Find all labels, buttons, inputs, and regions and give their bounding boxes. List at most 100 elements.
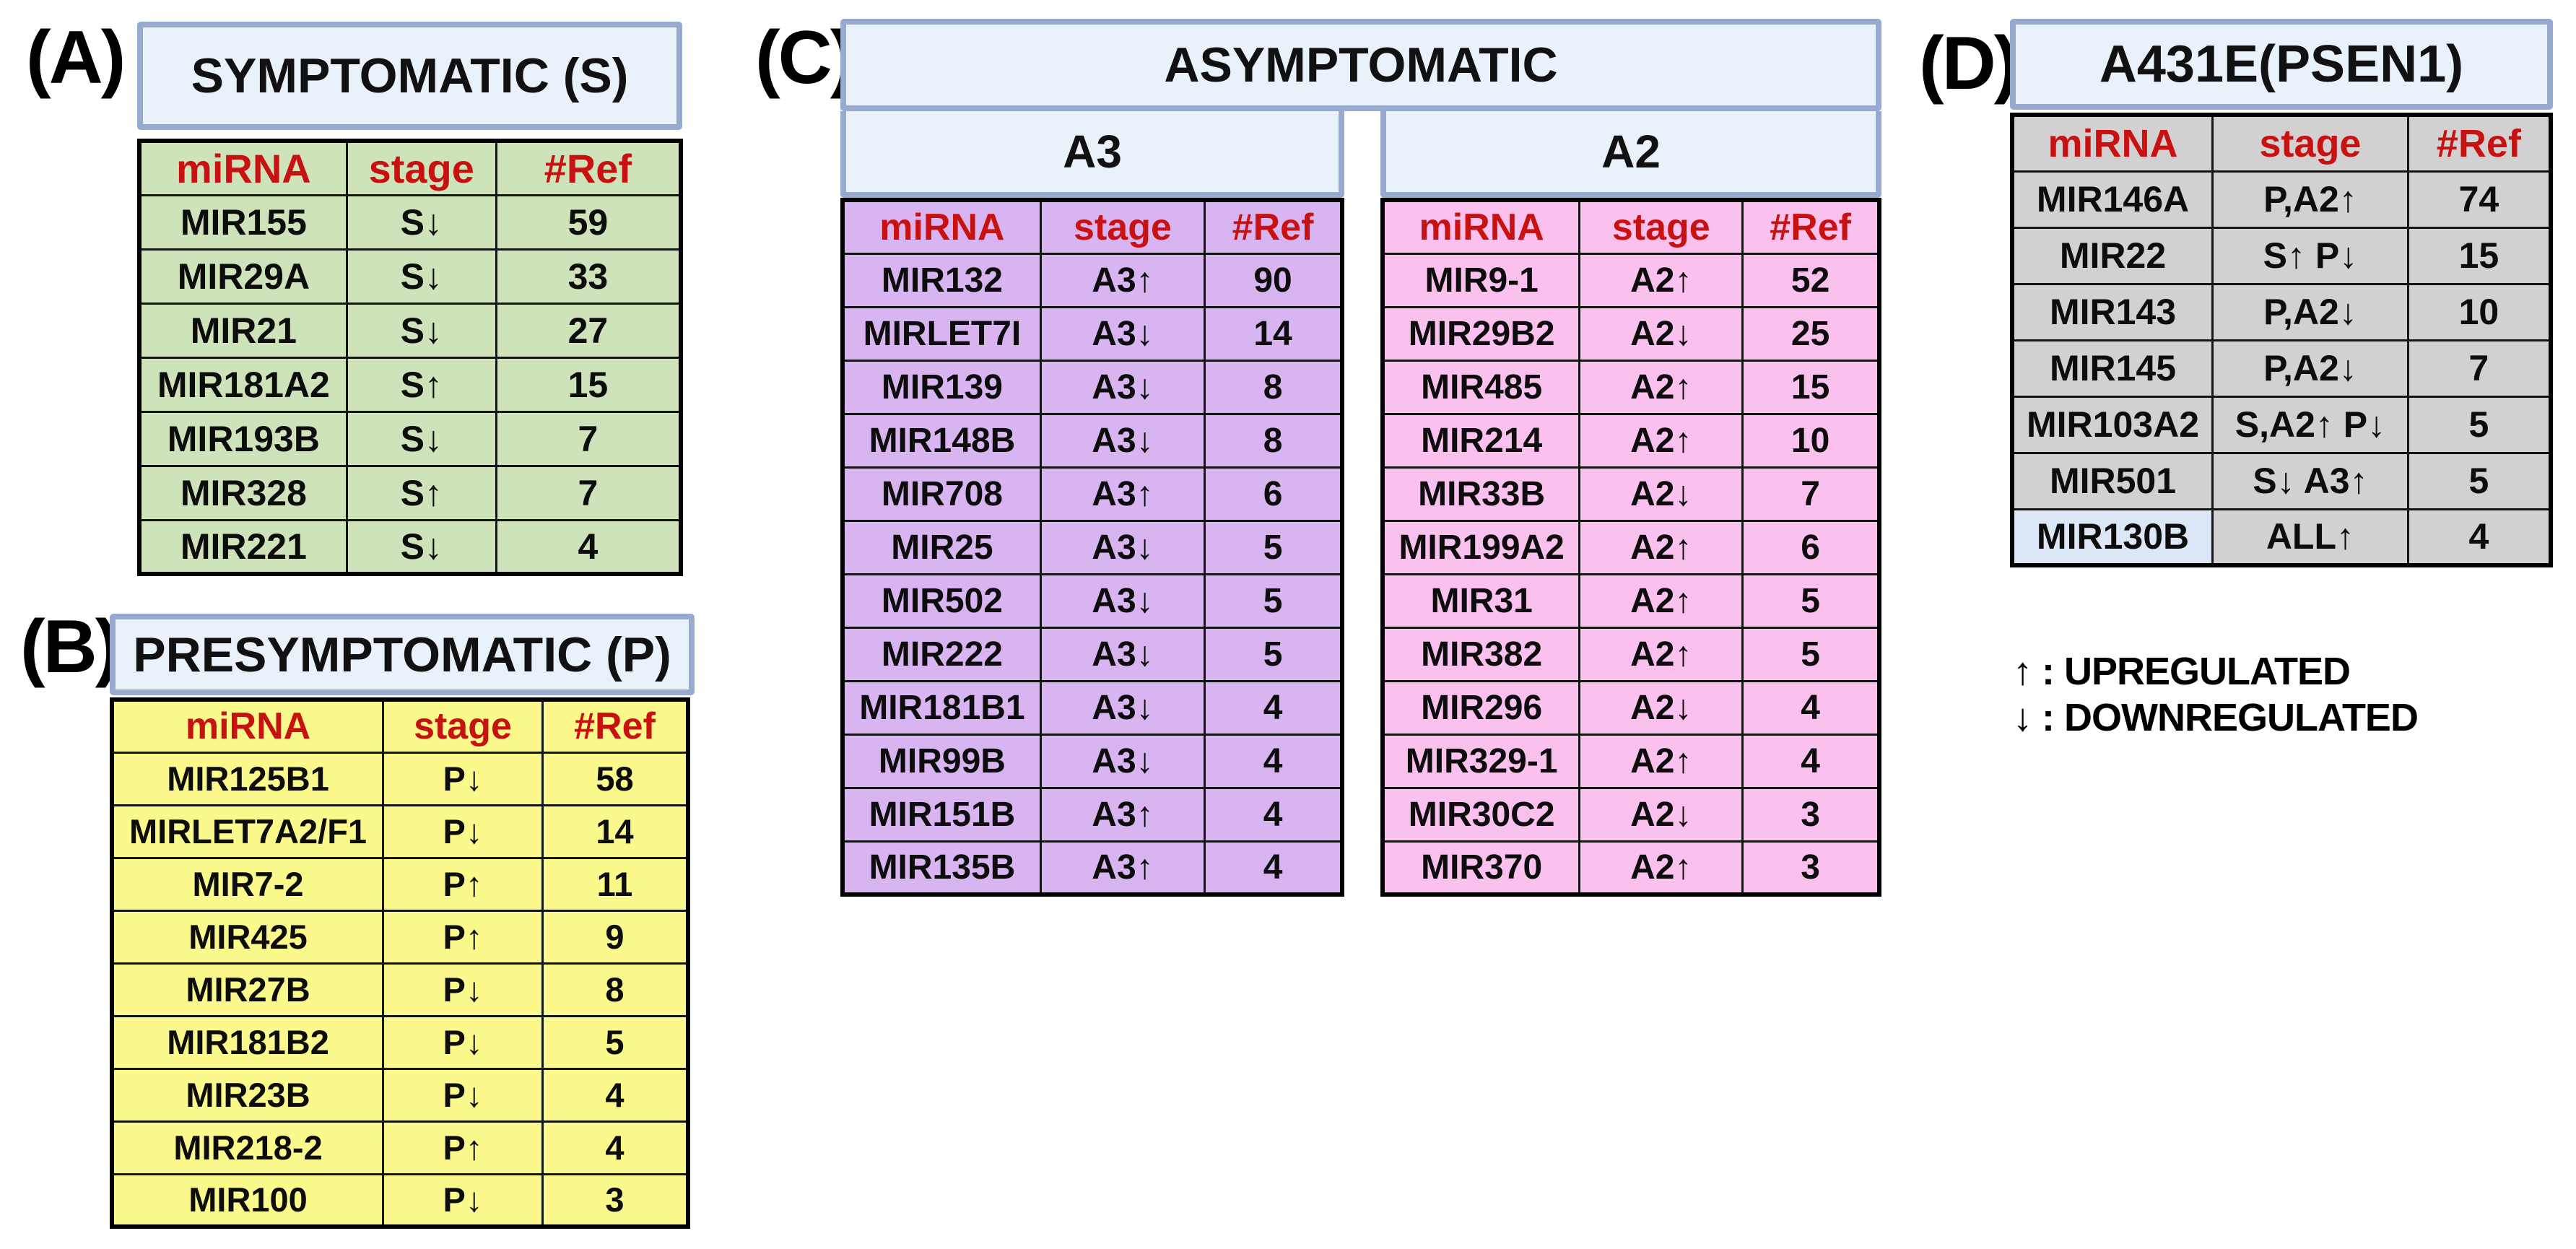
stage-cell: P↓ [382,1172,544,1228]
mirna-cell: MIR328 [138,464,348,521]
ref-cell: 5 [541,1014,689,1070]
a2-table: miRNA stage #Ref MIR9-1 A2↑ 52 MIR29B2 A2↓ 25 MIR… [1380,198,1881,897]
stage-cell: A2↑ [1578,573,1744,629]
mirna-cell: MIR132 [841,252,1042,308]
ref-cell: 4 [1204,733,1344,789]
ref-cell: 6 [1741,519,1881,575]
table-row: MIR145 P,A2↓ 7 [2011,339,2552,398]
stage-cell: S↓ [345,302,497,359]
column-header-ref: #Ref [1741,199,1881,255]
stage-cell: A2↑ [1578,412,1744,469]
table-row: MIR502 A3↓ 5 [841,573,1344,629]
table-head: miRNA stage #Ref [1381,199,1881,255]
ref-cell: 4 [541,1120,689,1175]
ref-cell: 4 [1204,840,1344,896]
stage-cell: A3↑ [1039,786,1206,843]
table-row: MIR125B1 P↓ 58 [110,751,689,806]
table-row: MIR33B A2↓ 7 [1381,466,1881,522]
table-row: MIR370 A2↑ 3 [1381,840,1881,896]
table-row: MIR708 A3↑ 6 [841,466,1344,522]
table-row: MIR135B A3↑ 4 [841,840,1344,896]
table-row: MIR29B2 A2↓ 25 [1381,305,1881,362]
mirna-cell: MIR125B1 [110,751,385,806]
table-row: MIRLET7I A3↓ 14 [841,305,1344,362]
stage-cell: P↓ [382,751,544,806]
mirna-cell: MIR151B [841,786,1042,843]
ref-cell: 59 [495,193,682,251]
table-row: MIR221 S↓ 4 [138,518,682,575]
column-header-mirna: miRNA [1381,199,1581,255]
ref-cell: 15 [495,356,682,413]
table-row: MIR100 P↓ 3 [110,1172,689,1228]
mirna-cell: MIR199A2 [1381,519,1581,575]
table-body: MIR125B1 P↓ 58 MIRLET7A2/F1 P↓ 14 MIR7-2 P↑ 11 MI… [110,751,689,1228]
ref-cell: 11 [541,856,689,912]
asymptomatic-header: ASYMPTOMATIC [840,19,1881,111]
column-header-stage: stage [2211,113,2409,173]
ref-cell: 4 [1204,786,1344,843]
panel-b-label: (B) [20,605,120,689]
stage-cell: A3↓ [1039,359,1206,415]
ref-cell: 4 [1741,733,1881,789]
stage-cell: A3↑ [1039,252,1206,308]
a3-table: miRNA stage #Ref MIR132 A3↑ 90 MIRLET7I A3↓ 14 MI… [840,198,1344,897]
panel-d-label: (D) [1919,22,2019,105]
stage-cell: A3↓ [1039,679,1206,736]
table-row: MIR25 A3↓ 5 [841,519,1344,575]
table-row: MIR27B P↓ 8 [110,962,689,1017]
table-row: MIR7-2 P↑ 11 [110,856,689,912]
table-row: MIR30C2 A2↓ 3 [1381,786,1881,843]
ref-cell: 14 [1204,305,1344,362]
stage-cell: P↓ [382,804,544,859]
table-row: MIR485 A2↑ 15 [1381,359,1881,415]
presymptomatic-table: miRNA stage #Ref MIR125B1 P↓ 58 MIRLET7A2/F1 P↓… [110,697,690,1229]
mirna-cell: MIRLET7A2/F1 [110,804,385,859]
stage-cell: A2↓ [1578,679,1744,736]
mirna-cell: MIR25 [841,519,1042,575]
stage-cell: A3↓ [1039,305,1206,362]
ref-cell: 7 [2406,339,2552,398]
table-row: MIR132 A3↑ 90 [841,252,1344,308]
stage-cell: A2↑ [1578,840,1744,896]
mirna-cell: MIR221 [138,518,348,575]
column-header-mirna: miRNA [110,698,385,754]
column-header-row: miRNA stage #Ref [138,139,682,196]
mirna-cell: MIR143 [2011,282,2214,341]
ref-cell: 7 [495,410,682,467]
a431e-psen1-header: A431E(PSEN1) [2010,19,2553,110]
table-row: MIR22 S↑ P↓ 15 [2011,226,2552,285]
legend-upregulated-line: ↑ : UPREGULATED [2013,650,2351,693]
stage-cell: A2↑ [1578,252,1744,308]
ref-cell: 5 [2406,395,2552,454]
mirna-cell: MIR502 [841,573,1042,629]
a431e-psen1-table: miRNA stage #Ref MIR146A P,A2↑ 74 MIR22 S↑ P↓ 15… [2010,113,2553,567]
mirna-cell: MIR103A2 [2011,395,2214,454]
stage-cell: A3↑ [1039,840,1206,896]
table-row: MIR296 A2↓ 4 [1381,679,1881,736]
ref-cell: 4 [1741,679,1881,736]
panel-c-label: (C) [755,16,855,100]
ref-cell: 10 [1741,412,1881,469]
stage-cell: A2↑ [1578,626,1744,682]
stage-cell: A3↑ [1039,466,1206,522]
table-row: MIR193B S↓ 7 [138,410,682,467]
column-header-stage: stage [382,698,544,754]
mirna-cell: MIR181B1 [841,679,1042,736]
ref-cell: 90 [1204,252,1344,308]
legend: ↑ : UPREGULATED ↓ : DOWNREGULATED [2013,648,2419,741]
stage-cell: P↑ [382,856,544,912]
table-row: MIR425 P↑ 9 [110,909,689,965]
mirna-cell: MIR155 [138,193,348,251]
mirna-cell: MIR31 [1381,573,1581,629]
stage-cell: S↓ [345,410,497,467]
mirna-cell: MIR708 [841,466,1042,522]
table-head: miRNA stage #Ref [841,199,1344,255]
ref-cell: 8 [1204,412,1344,469]
table-body: MIR155 S↓ 59 MIR29A S↓ 33 MIR21 S↓ 27 MIR181A2 S↑ 1… [138,193,682,575]
mirna-cell: MIR139 [841,359,1042,415]
table-head: miRNA stage #Ref [2011,113,2552,173]
legend-downregulated-line: ↓ : DOWNREGULATED [2013,696,2419,739]
table-row: MIR199A2 A2↑ 6 [1381,519,1881,575]
ref-cell: 74 [2406,170,2552,229]
panel-a-label: (A) [26,16,126,100]
